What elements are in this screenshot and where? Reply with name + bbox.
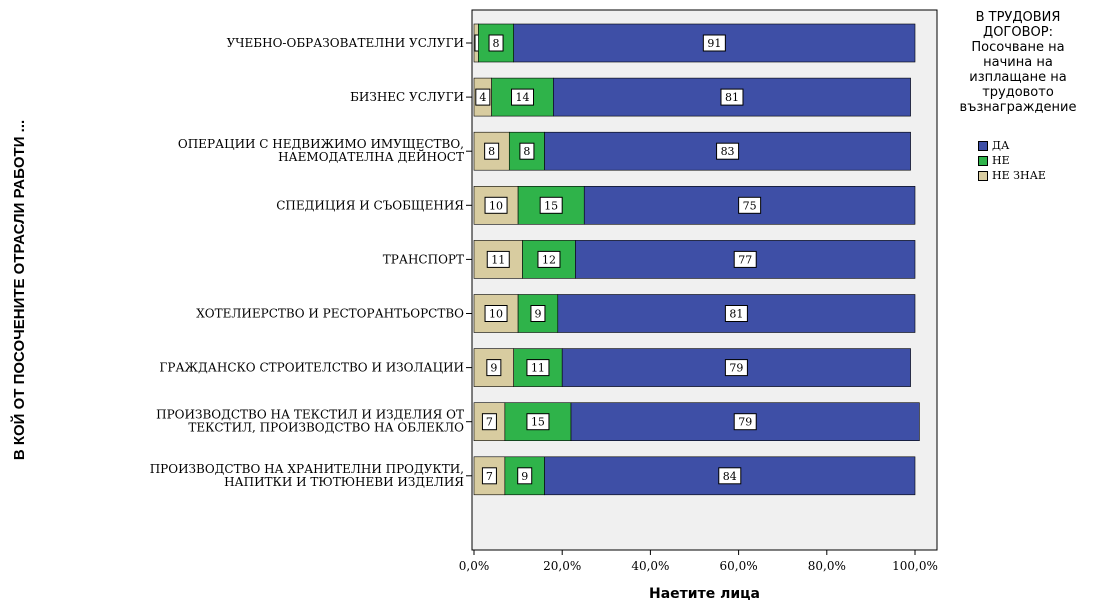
data-label: 77 [738, 253, 752, 266]
legend-title-line: В ТРУДОВИЯ [975, 10, 1061, 25]
data-label-box [481, 467, 497, 485]
bar-segment [575, 240, 916, 279]
category-label: СПЕДИЦИЯ И СЪОБЩЕНИЯ [276, 198, 464, 212]
data-label: 11 [531, 362, 545, 375]
legend-title-line: трудовото [982, 85, 1054, 100]
legend-swatch-yes [978, 140, 988, 151]
legend-title-line: Посочване на [971, 40, 1065, 55]
legend-title-line: възнаграждение [959, 100, 1077, 115]
data-label-box [484, 305, 508, 322]
data-label: 9 [490, 362, 497, 375]
data-label-box [484, 196, 508, 214]
data-label: 15 [531, 416, 545, 429]
data-label: 79 [738, 416, 752, 429]
data-label-box [724, 305, 748, 322]
data-label: 8 [523, 145, 530, 158]
data-label-box [511, 88, 535, 106]
data-label: 75 [743, 199, 757, 212]
data-label-box [724, 359, 748, 377]
y-axis-label: В КОЙ ОТ ПОСОЧЕНИТЕ ОТРАСЛИ РАБОТИ ... [10, 120, 28, 460]
legend-item-yes: ДА [978, 138, 1046, 153]
category-label: ПРОИЗВОДСТВО НА ХРАНИТЕЛНИ ПРОДУКТИ, НАПИ… [150, 462, 465, 489]
category-label: ОПЕРАЦИИ С НЕДВИЖИМО ИМУЩЕСТВО, НАЕМОДАТЕ… [178, 137, 464, 164]
legend-swatch-dont-know [978, 170, 988, 181]
legend-label: НЕ [992, 154, 1010, 167]
legend-item-no: НЕ [978, 153, 1046, 168]
data-label-box [720, 88, 744, 106]
data-label: 84 [723, 470, 737, 483]
bar-segment [553, 77, 911, 117]
category-label: ПРОИЗВОДСТВО НА ТЕКСТИЛ И ИЗДЕЛИЯ ОТ ТЕКС… [156, 408, 464, 435]
data-label: 81 [729, 308, 743, 321]
data-label: 15 [544, 199, 558, 212]
data-label-box [486, 359, 502, 377]
x-tick-label: 20,0% [543, 559, 581, 573]
legend-label: ДА [992, 139, 1010, 152]
data-label-box [733, 250, 757, 268]
data-label: 7 [486, 470, 493, 483]
data-label-box [537, 250, 561, 268]
bar-segment [473, 402, 506, 442]
legend-swatch-no [978, 155, 988, 166]
data-label: 7 [486, 416, 493, 429]
data-label-box [519, 142, 535, 160]
data-label-box [539, 196, 563, 214]
data-label: 9 [534, 308, 541, 321]
x-tick-label: 0,0% [459, 559, 490, 573]
data-label-box [475, 88, 491, 106]
legend-title-line: начина на [983, 55, 1053, 70]
bar-segment [473, 186, 519, 225]
data-label-box [733, 413, 757, 431]
data-label-box [718, 467, 742, 485]
data-label-box [526, 359, 550, 377]
data-label: 91 [707, 37, 721, 50]
data-label: 9 [521, 470, 528, 483]
x-axis-label: Наетите лица [649, 586, 760, 602]
data-label: 79 [729, 362, 743, 375]
data-label: 81 [725, 91, 739, 104]
legend-title-line: изплащане на [969, 70, 1067, 85]
data-label-box [738, 196, 762, 214]
category-label: ХОТЕЛИЕРСТВО И РЕСТОРАНТЬОРСТВО [196, 307, 464, 321]
data-label: 10 [489, 199, 503, 212]
legend-label: НЕ ЗНАЕ [992, 169, 1046, 182]
data-label-box [484, 142, 500, 160]
data-label: 14 [516, 91, 530, 104]
x-tick-label: 40,0% [631, 559, 669, 573]
data-label: 11 [491, 253, 505, 266]
x-tick-label: 100,0% [892, 559, 938, 573]
data-label: 10 [489, 308, 503, 321]
legend-title-line: ДОГОВОР: [983, 25, 1053, 40]
legend-title: В ТРУДОВИЯ ДОГОВОР: Посочване на начина … [928, 10, 1108, 115]
data-label-box [716, 142, 740, 160]
data-label: 4 [479, 91, 486, 104]
x-tick-label: 60,0% [720, 559, 758, 573]
data-label-box [530, 305, 546, 322]
data-label-box [481, 413, 497, 431]
data-label: 8 [493, 37, 500, 50]
data-label-box [702, 34, 726, 52]
data-label: 12 [542, 253, 556, 266]
category-label: ГРАЖДАНСКО СТРОИТЕЛСТВО И ИЗОЛАЦИИ [159, 361, 464, 375]
category-label: УЧЕБНО-ОБРАЗОВАТЕЛНИ УСЛУГИ [227, 36, 464, 50]
data-label: 83 [721, 145, 735, 158]
legend-item-dont-know: НЕ ЗНАЕ [978, 168, 1046, 183]
x-tick-label: 80,0% [808, 559, 846, 573]
category-label: ТРАНСПОРТ [383, 252, 464, 266]
legend: ДА НЕ НЕ ЗНАЕ [978, 138, 1046, 183]
data-label-box [486, 250, 510, 268]
data-label-box [517, 467, 533, 485]
data-label-box [526, 413, 550, 431]
category-label: БИЗНЕС УСЛУГИ [350, 90, 464, 104]
data-label: 8 [488, 145, 495, 158]
data-label-box [488, 34, 504, 52]
